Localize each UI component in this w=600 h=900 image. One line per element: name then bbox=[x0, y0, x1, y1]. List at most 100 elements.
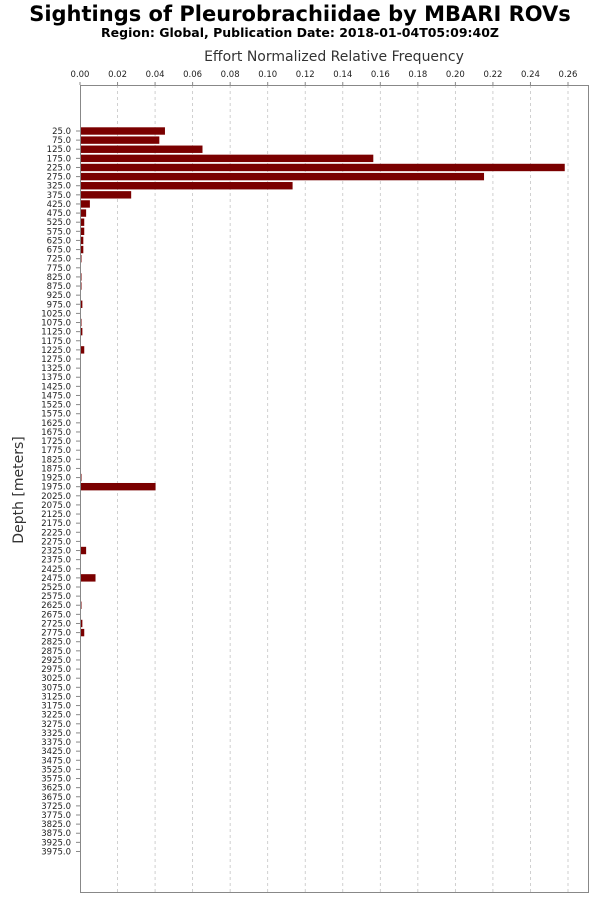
y-tick-label: 3575.0 bbox=[41, 775, 71, 785]
y-tick-label: 2925.0 bbox=[41, 656, 71, 666]
y-tick-label: 1125.0 bbox=[41, 328, 71, 338]
y-tick-label: 375.0 bbox=[47, 191, 71, 201]
y-tick-label: 2475.0 bbox=[41, 574, 71, 584]
bar bbox=[80, 546, 87, 555]
bar bbox=[80, 236, 84, 245]
y-tick-label: 2075.0 bbox=[41, 501, 71, 511]
y-tick-label: 3225.0 bbox=[41, 711, 71, 721]
y-tick-label: 625.0 bbox=[47, 236, 71, 246]
y-tick-label: 775.0 bbox=[47, 264, 71, 274]
x-tick-label: 0.22 bbox=[483, 70, 502, 80]
x-tick-label: 0.00 bbox=[71, 70, 90, 80]
y-tick-label: 3025.0 bbox=[41, 674, 71, 684]
y-tick-label: 3625.0 bbox=[41, 784, 71, 794]
x-axis-ticks: 0.00 0.02 0.04 0.06 0.08 0.10 0.12 0.14 0.16 0.18… bbox=[71, 70, 578, 85]
y-tick-label: 1425.0 bbox=[41, 382, 71, 392]
bars bbox=[80, 127, 565, 637]
y-tick-label: 1625.0 bbox=[41, 419, 71, 429]
x-tick-label: 0.04 bbox=[146, 70, 165, 80]
bar bbox=[80, 227, 85, 236]
y-tick-label: 2175.0 bbox=[41, 519, 71, 529]
bar bbox=[80, 218, 85, 226]
y-tick-label: 1025.0 bbox=[41, 309, 71, 319]
y-tick-label: 2225.0 bbox=[41, 528, 71, 538]
bar bbox=[80, 300, 83, 308]
y-tick-label: 1825.0 bbox=[41, 455, 71, 465]
y-tick-label: 3125.0 bbox=[41, 692, 71, 702]
bar bbox=[80, 482, 156, 491]
y-tick-label: 875.0 bbox=[47, 282, 71, 292]
x-tick-label: 0.06 bbox=[183, 70, 202, 80]
bar bbox=[80, 127, 165, 135]
y-tick-label: 175.0 bbox=[47, 154, 71, 164]
y-tick-label: 1925.0 bbox=[41, 474, 71, 484]
y-tick-label: 2675.0 bbox=[41, 610, 71, 620]
y-tick-label: 2775.0 bbox=[41, 629, 71, 639]
y-axis-ticks: 25.075.0125.0175.0225.0275.0325.0375.042… bbox=[41, 127, 80, 857]
y-tick-label: 75.0 bbox=[52, 136, 71, 146]
bar bbox=[80, 163, 565, 172]
y-tick-label: 825.0 bbox=[47, 273, 71, 283]
bar bbox=[80, 200, 90, 208]
y-tick-label: 2325.0 bbox=[41, 547, 71, 557]
bar bbox=[80, 136, 160, 144]
x-axis-title: Effort Normalized Relative Frequency bbox=[204, 49, 464, 65]
y-tick-label: 2625.0 bbox=[41, 601, 71, 611]
y-tick-label: 275.0 bbox=[47, 173, 71, 183]
y-tick-label: 1975.0 bbox=[41, 483, 71, 493]
x-tick-label: 0.16 bbox=[371, 70, 390, 80]
x-tick-label: 0.12 bbox=[296, 70, 315, 80]
y-tick-label: 1175.0 bbox=[41, 337, 71, 347]
y-tick-label: 2025.0 bbox=[41, 492, 71, 502]
y-tick-label: 1675.0 bbox=[41, 428, 71, 438]
y-tick-label: 3875.0 bbox=[41, 829, 71, 839]
y-tick-label: 225.0 bbox=[47, 163, 71, 173]
y-axis-title: Depth [meters] bbox=[11, 436, 27, 543]
y-tick-label: 3525.0 bbox=[41, 765, 71, 775]
plot-area bbox=[80, 85, 589, 893]
y-tick-label: 1575.0 bbox=[41, 410, 71, 420]
y-tick-label: 475.0 bbox=[47, 209, 71, 219]
grid-lines bbox=[117, 85, 569, 892]
y-tick-label: 1525.0 bbox=[41, 401, 71, 411]
x-tick-label: 0.18 bbox=[408, 70, 427, 80]
y-tick-label: 1375.0 bbox=[41, 373, 71, 383]
x-tick-label: 0.10 bbox=[258, 70, 277, 80]
bar bbox=[80, 574, 96, 582]
bar bbox=[80, 619, 83, 628]
y-tick-label: 3325.0 bbox=[41, 729, 71, 739]
y-tick-label: 3725.0 bbox=[41, 802, 71, 812]
y-tick-label: 1275.0 bbox=[41, 355, 71, 365]
x-tick-label: 0.08 bbox=[221, 70, 240, 80]
y-tick-label: 425.0 bbox=[47, 200, 71, 210]
chart-subtitle: Region: Global, Publication Date: 2018-0… bbox=[101, 25, 499, 40]
x-tick-label: 0.26 bbox=[559, 70, 578, 80]
y-tick-label: 2975.0 bbox=[41, 665, 71, 675]
y-tick-label: 1475.0 bbox=[41, 391, 71, 401]
bar bbox=[80, 145, 203, 153]
y-tick-label: 925.0 bbox=[47, 291, 71, 301]
y-tick-label: 525.0 bbox=[47, 218, 71, 228]
x-tick-label: 0.20 bbox=[446, 70, 465, 80]
bar bbox=[80, 154, 374, 163]
y-tick-label: 2375.0 bbox=[41, 556, 71, 566]
y-tick-label: 2425.0 bbox=[41, 565, 71, 575]
y-tick-label: 575.0 bbox=[47, 227, 71, 237]
y-tick-label: 3375.0 bbox=[41, 738, 71, 748]
y-tick-label: 975.0 bbox=[47, 300, 71, 310]
chart-title: Sightings of Pleurobrachiidae by MBARI R… bbox=[29, 2, 571, 26]
y-tick-label: 3775.0 bbox=[41, 811, 71, 821]
x-tick-label: 0.24 bbox=[521, 70, 540, 80]
bar bbox=[80, 346, 85, 354]
y-tick-label: 2875.0 bbox=[41, 647, 71, 657]
y-tick-label: 2125.0 bbox=[41, 510, 71, 520]
y-tick-label: 1875.0 bbox=[41, 464, 71, 474]
y-tick-label: 325.0 bbox=[47, 182, 71, 192]
y-tick-label: 3675.0 bbox=[41, 793, 71, 803]
y-tick-label: 25.0 bbox=[52, 127, 71, 137]
y-tick-label: 1075.0 bbox=[41, 319, 71, 329]
y-tick-label: 3425.0 bbox=[41, 747, 71, 757]
y-tick-label: 2525.0 bbox=[41, 583, 71, 593]
y-tick-label: 3975.0 bbox=[41, 847, 71, 857]
